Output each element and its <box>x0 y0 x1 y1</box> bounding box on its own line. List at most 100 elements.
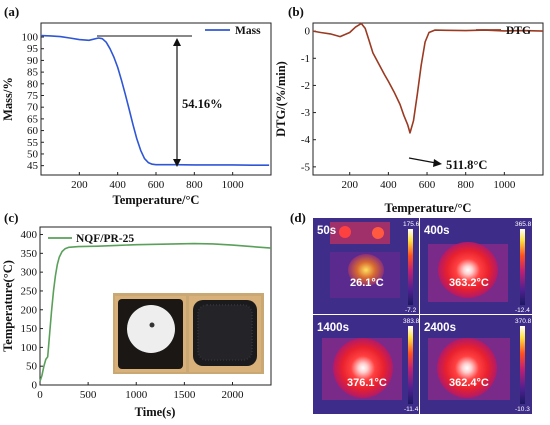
scale-max-2400s: 370.8 <box>515 318 532 325</box>
panel-label-b: (b) <box>288 4 304 19</box>
x-tick-label: 400 <box>109 179 126 191</box>
temperature-label-1400s: 376.1°C <box>347 377 387 389</box>
x-tick-label: 1000 <box>125 389 148 401</box>
scale-max-50s: 175.6 <box>403 221 420 228</box>
thermal-image-2400s: 2400s 362.4°C 370.8 -10.3 <box>420 315 532 414</box>
thermal-sample-center <box>348 254 384 286</box>
y-tick-label: 45 <box>27 160 39 172</box>
y-tick-label: 100 <box>22 32 39 44</box>
x-tick-label: 800 <box>186 179 203 191</box>
mass-loss-label: 54.16% <box>182 97 223 111</box>
y-tick-label: 50 <box>26 361 38 373</box>
y-tick-label: -4 <box>301 134 311 146</box>
series-line-nqf-pr-25 <box>39 242 272 382</box>
x-tick-label: 0 <box>37 389 43 401</box>
y-tick-label: 50 <box>27 148 39 160</box>
temperature-label-400s: 363.2°C <box>449 277 489 289</box>
peak-pointer-line <box>408 157 437 164</box>
y-tick-label: 75 <box>27 90 39 102</box>
x-axis-label-b: Temperature/°C <box>385 201 472 215</box>
y-tick-label: 250 <box>21 285 38 297</box>
temperature-label-50s: 26.1°C <box>350 277 384 289</box>
series-line-dtg <box>312 22 544 134</box>
axis-ticks-a: 200 400 600 800 1000 455055606570758085909510… <box>22 32 245 191</box>
panel-a: (a) 200 400 600 800 1000 45505560657075808590… <box>1 4 272 207</box>
color-scale-bar <box>408 326 413 404</box>
scale-max-400s: 365.8 <box>515 221 532 228</box>
y-axis-label-b: DTG/(%/min) <box>274 61 288 137</box>
photo-front-center-mark <box>149 322 155 328</box>
y-tick-label: 70 <box>27 102 39 114</box>
legend-label-mass: Mass <box>235 25 261 37</box>
thermal-flame-hotspot-2 <box>372 227 384 239</box>
y-tick-label: 60 <box>27 125 39 137</box>
axis-ticks-c: 0 500 1000 1500 2000 0 50 100 150 200 250 300 350 400 <box>21 229 245 401</box>
x-tick-label: 1000 <box>222 179 245 191</box>
arrow-head-down <box>173 159 181 167</box>
scale-min-2400s: -10.3 <box>515 406 530 413</box>
series-group-c <box>39 242 272 382</box>
thermal-image-400s: 400s 363.2°C 365.8 -12.4 <box>420 218 532 314</box>
color-scale-bar <box>520 326 525 404</box>
y-tick-label: 80 <box>27 78 39 90</box>
scale-min-400s: -12.4 <box>515 307 530 314</box>
color-scale-bar <box>408 229 413 305</box>
y-tick-label: 65 <box>27 113 39 125</box>
time-label-1400s: 1400s <box>317 322 349 334</box>
y-tick-label: 400 <box>21 229 38 241</box>
x-tick-label: 600 <box>419 179 436 191</box>
photo-back-texture <box>197 304 253 361</box>
y-tick-label: 90 <box>27 55 39 67</box>
scale-min-50s: -7.2 <box>405 307 417 314</box>
panel-d: (d) 50s 26.1°C 175.6 -7.2 400s 363.2°C 3… <box>290 210 532 414</box>
color-scale-bar <box>520 229 525 305</box>
y-tick-label: 95 <box>27 43 39 55</box>
x-tick-label: 500 <box>80 389 97 401</box>
scale-max-1400s: 383.8 <box>403 318 420 325</box>
thermal-hot-region <box>437 338 497 398</box>
series-line-mass <box>40 34 270 166</box>
panel-label-a: (a) <box>4 4 19 19</box>
time-label-2400s: 2400s <box>424 322 456 334</box>
peak-temperature-label: 511.8°C <box>446 158 487 172</box>
legend-label-nqf: NQF/PR-25 <box>76 233 134 245</box>
series-group-b <box>312 22 544 134</box>
sample-photo-inset <box>113 293 264 374</box>
y-tick-label: 200 <box>21 304 38 316</box>
x-axis-label-a: Temperature/°C <box>113 193 200 207</box>
peak-pointer-head <box>433 159 442 167</box>
y-tick-label: 100 <box>21 342 38 354</box>
y-tick-label: -5 <box>301 161 311 173</box>
panel-label-d: (d) <box>290 210 306 225</box>
axes-frame-b <box>312 22 544 176</box>
arrow-head-up <box>173 38 181 46</box>
thermal-hot-region <box>438 242 498 298</box>
y-axis-label-c: Temperature(°C) <box>1 260 15 352</box>
x-tick-label: 2000 <box>222 389 245 401</box>
y-tick-label: 0 <box>305 26 311 38</box>
y-tick-label: -2 <box>301 80 310 92</box>
x-tick-label: 200 <box>341 179 358 191</box>
y-tick-label: 85 <box>27 67 39 79</box>
axes-frame-a <box>40 22 272 176</box>
panel-c: (c) 0 500 1000 1500 2000 0 50 100 150 200 250 300 35… <box>1 210 272 419</box>
y-tick-label: 350 <box>21 248 38 260</box>
time-label-50s: 50s <box>317 225 336 237</box>
photo-front-white-residue <box>127 305 175 353</box>
thermal-image-1400s: 1400s 376.1°C 383.8 -11.4 <box>313 315 420 414</box>
thermal-flame-hotspot <box>339 226 351 238</box>
y-tick-label: 300 <box>21 267 38 279</box>
panel-label-c: (c) <box>4 210 18 225</box>
axis-ticks-b: 200 400 600 800 1000 0 -1 -2 -3 -4 -5 <box>301 26 516 191</box>
x-tick-label: 400 <box>380 179 397 191</box>
temperature-label-2400s: 362.4°C <box>449 377 489 389</box>
x-tick-label: 200 <box>71 179 88 191</box>
y-axis-label-a: Mass/% <box>1 77 15 121</box>
x-tick-label: 800 <box>457 179 474 191</box>
x-tick-label: 600 <box>148 179 165 191</box>
thermal-hot-region <box>333 338 393 398</box>
legend-label-dtg: DTG <box>506 25 531 37</box>
x-axis-label-c: Time(s) <box>135 405 176 419</box>
y-tick-label: 0 <box>32 380 38 392</box>
